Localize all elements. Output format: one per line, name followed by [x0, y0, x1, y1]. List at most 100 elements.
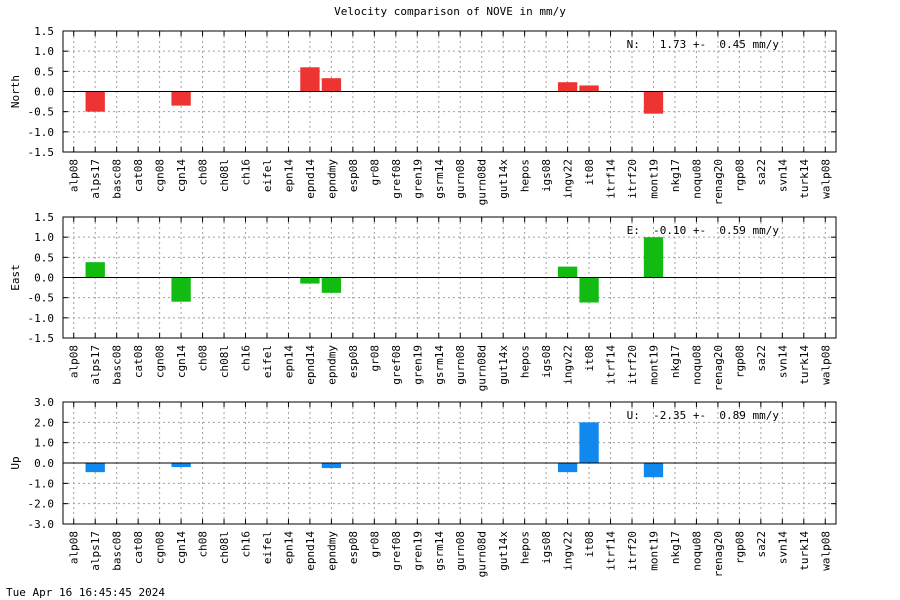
xtick-label: walp08 [819, 531, 832, 571]
ytick-label: -0.5 [28, 106, 55, 119]
xtick-label: itrf14 [605, 531, 618, 571]
xtick-label: gurn08d [476, 159, 489, 205]
chart-title: Velocity comparison of NOVE in mm/y [334, 5, 566, 18]
ytick-label: 1.0 [34, 231, 54, 244]
xtick-label: gren19 [411, 159, 424, 199]
xtick-label: turk14 [798, 531, 811, 571]
xtick-label: gsrm14 [433, 531, 446, 571]
xtick-label: rgp08 [733, 159, 746, 192]
bar-alps17 [85, 91, 105, 112]
ytick-label: -1.0 [28, 312, 55, 325]
bar-it08 [579, 422, 599, 463]
xtick-label: sa22 [755, 345, 768, 372]
xtick-label: gsrm14 [433, 159, 446, 199]
xtick-label: itrf14 [605, 345, 618, 385]
bar-epndmy [321, 463, 342, 469]
xtick-label: eifel [261, 345, 274, 378]
bar-it08 [579, 277, 599, 303]
ytick-label: 1.5 [34, 211, 54, 224]
xtick-label: ch08l [218, 531, 231, 564]
xtick-label: noqu08 [690, 531, 703, 571]
ytick-label: -2.0 [28, 498, 55, 511]
xtick-label: nkg17 [669, 345, 682, 378]
xtick-label: ch16 [240, 159, 253, 186]
xtick-label: esp08 [347, 531, 360, 564]
xtick-label: alp08 [68, 345, 81, 378]
xtick-label: ch16 [240, 531, 253, 558]
xtick-label: itrf14 [605, 159, 618, 199]
timestamp: Tue Apr 16 16:45:45 2024 [6, 586, 165, 599]
xtick-label: epn14 [282, 345, 295, 378]
xtick-label: esp08 [347, 159, 360, 192]
stats-annotation: U: -2.35 +- 0.89 mm/y [627, 409, 780, 422]
plot-frame [62, 30, 837, 153]
ytick-label: -3.0 [28, 518, 55, 531]
xtick-label: ch08l [218, 159, 231, 192]
bar-epndmy [321, 78, 342, 92]
xtick-label: cat08 [132, 345, 145, 378]
xtick-label: mont19 [647, 159, 660, 199]
xtick-label: ch16 [240, 345, 253, 372]
xtick-label: noqu08 [690, 345, 703, 385]
xtick-label: alps17 [89, 531, 102, 571]
xtick-label: gurn08 [454, 345, 467, 385]
xtick-label: alp08 [68, 531, 81, 564]
xtick-label: svn14 [776, 345, 789, 378]
xtick-label: cgn14 [175, 345, 188, 378]
xtick-label: turk14 [798, 345, 811, 385]
bar-epndmy [321, 277, 342, 293]
xtick-label: cgn08 [154, 159, 167, 192]
xtick-label: svn14 [776, 531, 789, 564]
xtick-label: hepos [519, 159, 532, 192]
xtick-label: gr08 [368, 531, 381, 558]
xtick-label: rgp08 [733, 531, 746, 564]
y-axis-label: North [9, 75, 22, 108]
xtick-label: gref08 [390, 531, 403, 571]
xtick-label: gurn08 [454, 531, 467, 571]
xtick-label: alps17 [89, 159, 102, 199]
xtick-label: basc08 [111, 159, 124, 199]
xtick-label: svn14 [776, 159, 789, 192]
xtick-label: gref08 [390, 345, 403, 385]
bar-ingv22 [557, 82, 578, 92]
ytick-label: 1.5 [34, 25, 54, 38]
bar-ingv22 [557, 463, 578, 473]
xtick-label: gr08 [368, 345, 381, 372]
ytick-label: 0.5 [34, 251, 54, 264]
stats-annotation: E: -0.10 +- 0.59 mm/y [627, 224, 780, 237]
xtick-label: ingv22 [562, 345, 575, 385]
xtick-label: cgn08 [154, 531, 167, 564]
xtick-label: nkg17 [669, 159, 682, 192]
y-axis-label: East [9, 264, 22, 291]
xtick-label: epnd14 [304, 531, 317, 571]
xtick-label: hepos [519, 531, 532, 564]
bar-mont19 [643, 237, 664, 278]
xtick-label: gsrm14 [433, 345, 446, 385]
xtick-label: cat08 [132, 159, 145, 192]
bar-alps17 [85, 262, 105, 278]
xtick-label: basc08 [111, 531, 124, 571]
bar-ingv22 [557, 266, 578, 278]
bar-it08 [579, 85, 599, 92]
xtick-label: itrf20 [626, 345, 639, 385]
xtick-label: eifel [261, 159, 274, 192]
xtick-label: walp08 [819, 345, 832, 385]
bar-alps17 [85, 463, 105, 473]
ytick-label: 1.0 [34, 437, 54, 450]
ytick-label: -1.5 [28, 146, 55, 159]
xtick-label: esp08 [347, 345, 360, 378]
xtick-label: it08 [583, 531, 596, 558]
xtick-label: gurn08d [476, 345, 489, 391]
xtick-label: igs08 [540, 531, 553, 564]
xtick-label: ch08 [197, 531, 210, 558]
xtick-label: noqu08 [690, 159, 703, 199]
ytick-label: 1.0 [34, 45, 54, 58]
xtick-label: alps17 [89, 345, 102, 385]
xtick-label: mont19 [647, 531, 660, 571]
panel-east: 1.5 1.0 0.5 0.0 -0.5 -1.0 -1.5 alp08 alps17 basc0… [9, 211, 837, 391]
xtick-label: walp08 [819, 159, 832, 199]
xtick-label: ch08 [197, 345, 210, 372]
xtick-label: renag20 [712, 159, 725, 205]
xtick-label: igs08 [540, 345, 553, 378]
